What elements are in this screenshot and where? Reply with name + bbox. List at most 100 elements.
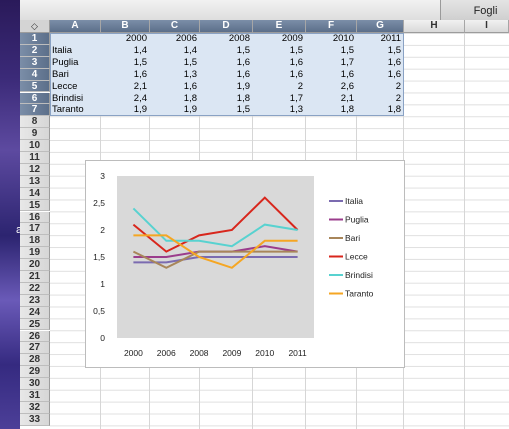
row-header-11[interactable]: 11 — [20, 152, 50, 164]
column-header-g[interactable]: G — [357, 20, 404, 33]
cell-b3[interactable]: 1,5 — [133, 56, 147, 68]
column-header-i[interactable]: I — [465, 20, 509, 33]
x-tick-label: 2010 — [255, 348, 274, 358]
cell-g7[interactable]: 1,8 — [387, 104, 401, 116]
cell-a2[interactable]: Italia — [52, 44, 73, 56]
cell-b4[interactable]: 1,6 — [133, 68, 147, 80]
cell-d5[interactable]: 1,9 — [236, 80, 250, 92]
row-header-19[interactable]: 19 — [20, 247, 50, 260]
cell-e4[interactable]: 1,6 — [289, 68, 303, 80]
cell-c5[interactable]: 1,6 — [183, 80, 197, 92]
column-header-h[interactable]: H — [404, 20, 465, 33]
row-header-13[interactable]: 13 — [20, 175, 50, 188]
row-header-10[interactable]: 10 — [20, 140, 50, 152]
row-header-30[interactable]: 30 — [20, 378, 50, 390]
cell-a4[interactable]: Bari — [52, 68, 69, 80]
cell-a1[interactable] — [52, 33, 98, 45]
series-line-bari — [132, 250, 298, 269]
cell-e7[interactable]: 1,3 — [289, 104, 303, 116]
row-header-2[interactable]: 2 — [20, 44, 50, 57]
cell-f4[interactable]: 1,6 — [340, 68, 354, 80]
column-header-d[interactable]: D — [200, 20, 253, 33]
row-header-22[interactable]: 22 — [20, 282, 50, 295]
cell-f5[interactable]: 2,6 — [340, 80, 354, 92]
cell-f2[interactable]: 1,5 — [340, 44, 354, 56]
row-header-27[interactable]: 27 — [20, 342, 50, 355]
cell-b5[interactable]: 2,1 — [133, 80, 147, 92]
row-header-29[interactable]: 29 — [20, 366, 50, 379]
row-header-4[interactable]: 4 — [20, 68, 50, 81]
cell-b1[interactable]: 2000 — [125, 33, 147, 44]
cell-g1[interactable]: 2011 — [380, 33, 401, 44]
select-all-corner[interactable]: ◇ — [20, 20, 50, 33]
row-header-3[interactable]: 3 — [20, 56, 50, 69]
row-header-20[interactable]: 20 — [20, 259, 50, 271]
cell-c7[interactable]: 1,9 — [183, 104, 197, 116]
cell-c1[interactable]: 2006 — [175, 33, 197, 44]
cell-b7[interactable]: 1,9 — [133, 104, 147, 116]
column-header-a[interactable]: A — [50, 20, 101, 33]
row-header-31[interactable]: 31 — [20, 390, 50, 402]
cell-f3[interactable]: 1,7 — [340, 56, 354, 68]
cell-e1[interactable]: 2009 — [281, 33, 303, 44]
cell-d3[interactable]: 1,6 — [236, 56, 250, 68]
cell-g2[interactable]: 1,5 — [387, 44, 401, 56]
row-header-33[interactable]: 33 — [20, 413, 50, 426]
cell-f6[interactable]: 2,1 — [340, 92, 354, 104]
cell-g3[interactable]: 1,6 — [387, 56, 401, 68]
row-header-7[interactable]: 7 — [20, 104, 50, 117]
y-tick-label: 3 — [100, 171, 105, 181]
row-header-16[interactable]: 16 — [20, 211, 50, 224]
row-header-25[interactable]: 25 — [20, 318, 50, 331]
column-gridline — [464, 33, 465, 429]
cell-d4[interactable]: 1,6 — [236, 68, 250, 80]
cell-g5[interactable]: 2 — [395, 80, 401, 92]
cell-a6[interactable]: Brindisi — [52, 92, 84, 104]
row-header-26[interactable]: 26 — [20, 330, 50, 343]
row-header-9[interactable]: 9 — [20, 128, 50, 141]
row-header-15[interactable]: 15 — [20, 199, 50, 212]
cell-c4[interactable]: 1,3 — [183, 68, 197, 80]
cell-f1[interactable]: 2010 — [332, 33, 354, 44]
row-header-28[interactable]: 28 — [20, 354, 50, 367]
cell-e3[interactable]: 1,6 — [289, 56, 303, 68]
cell-c3[interactable]: 1,5 — [183, 56, 197, 68]
cell-c6[interactable]: 1,8 — [183, 92, 197, 104]
cell-d2[interactable]: 1,5 — [236, 44, 250, 56]
column-header-f[interactable]: F — [306, 20, 357, 33]
row-header-18[interactable]: 18 — [20, 235, 50, 248]
row-header-23[interactable]: 23 — [20, 294, 50, 307]
row-header-14[interactable]: 14 — [20, 187, 50, 200]
row-header-17[interactable]: 17 — [20, 223, 50, 236]
line-chart[interactable]: 0 0,5 1 1,5 2 2,5 3 2000 2006 2008 2009 2010 2011 Ita… — [85, 160, 405, 368]
row-header-24[interactable]: 24 — [20, 306, 50, 319]
row-header-32[interactable]: 32 — [20, 401, 50, 414]
cell-a7[interactable]: Taranto — [52, 104, 84, 116]
cell-f7[interactable]: 1,8 — [340, 104, 354, 116]
cell-a3[interactable]: Puglia — [52, 56, 79, 68]
cell-b6[interactable]: 2,4 — [133, 92, 147, 104]
row-header-21[interactable]: 21 — [20, 271, 50, 283]
row-header-5[interactable]: 5 — [20, 80, 50, 93]
row-header-8[interactable]: 8 — [20, 116, 50, 129]
desktop-edge-char: a — [16, 224, 22, 236]
row-header-6[interactable]: 6 — [20, 92, 50, 105]
x-tick-label: 2000 — [124, 348, 143, 358]
column-header-c[interactable]: C — [150, 20, 200, 33]
column-header-b[interactable]: B — [101, 20, 150, 33]
cell-d1[interactable]: 2008 — [228, 33, 250, 44]
cell-e2[interactable]: 1,5 — [289, 44, 303, 56]
cell-d6[interactable]: 1,8 — [236, 92, 250, 104]
cell-c2[interactable]: 1,4 — [183, 44, 197, 56]
cell-g4[interactable]: 1,6 — [387, 68, 401, 80]
cell-e5[interactable]: 2 — [297, 80, 303, 92]
row-header-1[interactable]: 1 — [20, 33, 50, 45]
column-header-e[interactable]: E — [253, 20, 306, 33]
cell-d7[interactable]: 1,5 — [236, 104, 250, 116]
cell-b2[interactable]: 1,4 — [133, 44, 147, 56]
cell-e6[interactable]: 1,7 — [289, 92, 303, 104]
row-header-12[interactable]: 12 — [20, 163, 50, 176]
sheets-tab[interactable]: Fogli — [440, 0, 509, 20]
cell-a5[interactable]: Lecce — [52, 80, 78, 92]
cell-g6[interactable]: 2 — [395, 92, 401, 104]
